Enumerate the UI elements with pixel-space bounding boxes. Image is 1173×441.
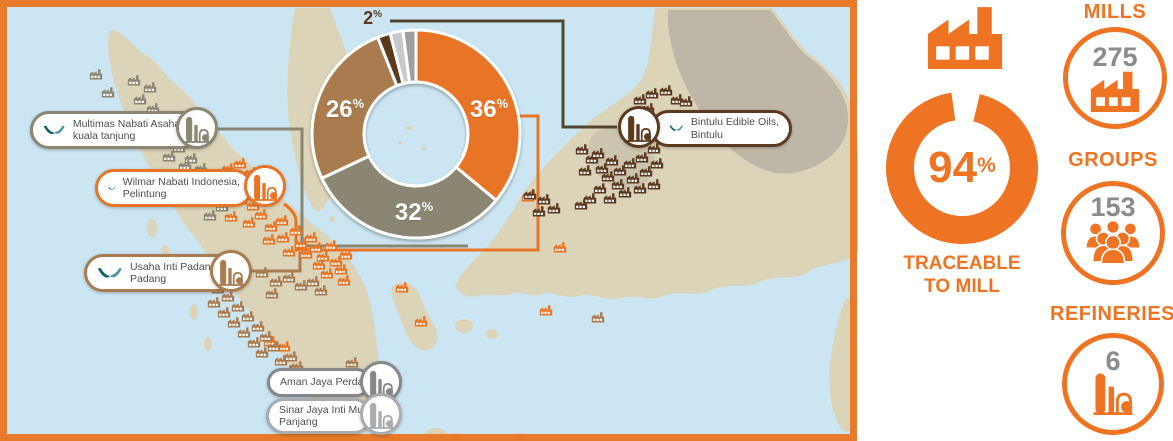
traceable-donut: 94% [884, 90, 1040, 246]
traceable-percentage: 94% [928, 143, 996, 192]
factory-icon [927, 7, 1003, 69]
pill-line2: kuala tanjung [72, 130, 136, 142]
pill-line2: Panjang [279, 416, 318, 428]
donut-segment [414, 28, 522, 202]
connector-wilmar-nabati [283, 114, 540, 252]
pill-line2: Pelintung [122, 188, 167, 200]
slice-label-2: 2% [363, 8, 382, 28]
wilmar-logo-icon [43, 124, 66, 137]
wilmar-logo-icon [108, 182, 116, 195]
pill-line1: Wilmar Nabati Indonesia, [122, 175, 240, 188]
singapore [329, 216, 335, 222]
pill-multimas: Multimas Nabati Asahan, kuala tanjung [30, 111, 202, 149]
map-frame [0, 0, 857, 441]
slice-label-32: 32% [394, 199, 434, 226]
donut-segment [310, 35, 399, 180]
map-indonesia-malaysia: 36% 32% 26% 2% Multimas Nabati Asahan, ku… [0, 0, 858, 441]
refineries-heading: REFINERIES [1050, 303, 1173, 325]
donut-segment [320, 154, 498, 240]
west-islands [147, 219, 157, 237]
mills-stat-circle: 275 [1063, 27, 1167, 129]
pill-aman: Aman Jaya Perdana [267, 368, 375, 397]
refinery-icon [624, 113, 654, 142]
pill-line1: Bintulu Edible Oils, [690, 116, 779, 129]
pill-line2: Bintulu [690, 128, 723, 141]
stats-panel: 94% TRACEABLE TO MILL MILLS 275 GROUPS 1… [870, 0, 1173, 441]
connector-multimas [218, 127, 468, 248]
badge-bintulu-refinery [618, 106, 660, 148]
refinery-icon [216, 257, 246, 286]
borneo-interior [667, 10, 848, 174]
refinery-icon [250, 172, 280, 201]
mills-count: 275 [1092, 42, 1138, 72]
factory-icon [1090, 71, 1140, 112]
badge-wilmar-refinery [244, 165, 286, 207]
mills-heading: MILLS [1083, 1, 1147, 23]
donut-segment [951, 92, 980, 122]
pill-bintulu: Bintulu Edible Oils, Bintulu [650, 110, 792, 147]
pill-line2: Padang [130, 273, 167, 285]
wilmar-logo-icon [97, 267, 123, 280]
people-icon [1085, 219, 1141, 264]
map-svg [0, 0, 858, 441]
wilmar-logo-icon [669, 122, 684, 135]
pill-line1: Sinar Jaya Inti Mulya, [279, 403, 380, 416]
refinery-icon [366, 400, 396, 429]
groups-heading: GROUPS [1068, 149, 1158, 171]
badge-sinar-refinery [360, 393, 402, 435]
donut-segment [886, 92, 1038, 244]
pill-line1: Multimas Nabati Asahan, [72, 117, 189, 130]
groups-stat-circle: 153 [1061, 181, 1165, 285]
pill-sinar: Sinar Jaya Inti Mulya, Panjang [266, 398, 379, 434]
island-belitung [455, 319, 473, 333]
pill-line1: Usaha Inti Padang, [130, 260, 220, 273]
badge-multimas-refinery [176, 107, 218, 149]
island-bangka [391, 282, 438, 351]
pill-line1: Aman Jaya Perdana [280, 376, 376, 389]
refineries-stat-circle: 6 [1062, 333, 1164, 435]
donut-segment [401, 28, 418, 84]
slice-label-26: 26% [325, 96, 365, 123]
pill-wilmar-nabati: Wilmar Nabati Indonesia, Pelintung [95, 169, 253, 207]
supply-share-donut [310, 28, 522, 240]
traceable-caption: TRACEABLE TO MILL [903, 253, 1021, 297]
pill-usaha: Usaha Inti Padang, Padang [84, 254, 236, 292]
refinery-icon [1091, 371, 1135, 415]
groups-count: 153 [1090, 192, 1136, 222]
badge-usaha-refinery [210, 250, 252, 292]
refineries-count: 6 [1105, 346, 1121, 376]
island-sulawesi [829, 298, 853, 432]
connector-bintulu [390, 19, 617, 129]
refinery-icon [182, 114, 212, 143]
slice-label-36: 36% [469, 96, 509, 123]
